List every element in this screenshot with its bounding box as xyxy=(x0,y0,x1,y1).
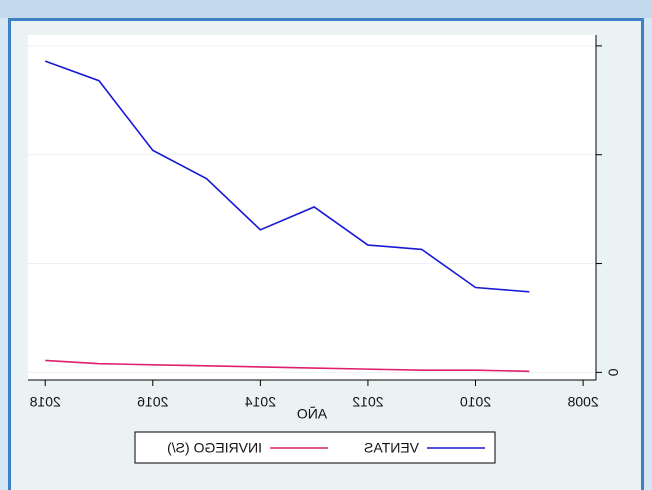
series-line xyxy=(45,359,530,373)
legend-label: INVRIEGO (S/) xyxy=(167,440,262,456)
x-tick-label: 2016 xyxy=(137,394,168,410)
x-tick-label: 2008 xyxy=(567,394,598,410)
banner xyxy=(0,0,652,18)
series-line xyxy=(44,60,530,293)
x-tick-label: 2018 xyxy=(29,394,60,410)
x-tick-label: 2012 xyxy=(352,394,383,410)
legend-label: VENTAS xyxy=(364,440,419,456)
x-tick-label: 2010 xyxy=(460,394,491,410)
x-tick-label: 2014 xyxy=(245,394,276,410)
y-tick-label: 0 xyxy=(605,368,621,376)
x-axis-title: AÑO xyxy=(297,406,327,422)
mirrored-chart: 0 2008 2010 2012 2014 2016 2018 AÑO VENTAS INVRIE… xyxy=(28,35,621,464)
